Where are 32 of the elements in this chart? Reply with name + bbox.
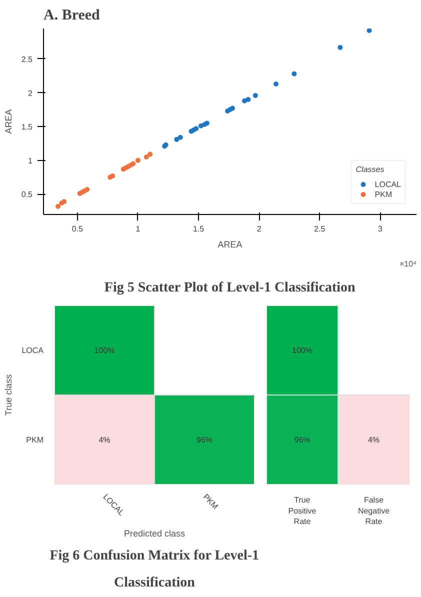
data-label: 96% [196,435,213,444]
y-tick-label: PKM [26,435,44,444]
x-tick-label: 2.5 [314,224,326,234]
data-label: 100% [292,346,312,355]
y-tick-label: 2 [28,88,34,98]
x-tick-label: 1.5 [192,224,205,234]
text: A. Breed [44,8,101,24]
x-tick-label: 2 [256,224,262,234]
legend-label: LOCAL [374,180,401,188]
legend-title: Classes [356,165,386,174]
y-axis-title: AREA [3,109,14,134]
data-label: 100% [94,346,115,355]
y-tick-label: 2.5 [21,54,34,64]
x-tick-label: False Negative Rate [358,496,390,526]
text: Fig 6 Confusion Matrix for Level-1 Classification [50,548,260,590]
text: Fig 5 Scatter Plot of Level-1 Classification [104,280,356,296]
y-tick-label: 1 [28,156,34,166]
data-label: 96% [294,435,310,444]
y-tick-label: 1.5 [21,122,34,132]
x-tick-label: 0.5 [72,224,84,234]
x-axis-title: Predicted class [124,528,186,539]
x-tick-label: 3 [378,224,383,234]
data-label: 4% [98,435,110,444]
x-tick-label: 1 [136,224,141,234]
data-label: 4% [368,435,380,444]
y-tick-label: 0.5 [21,190,34,200]
y-tick-label: LOCA [22,346,44,355]
legend-label: PKM [374,190,394,198]
y-axis-title: True class [4,374,14,416]
text: ×10⁴ [399,260,418,268]
x-axis-title: AREA [218,240,242,250]
x-tick-label: True Positive Rate [288,496,317,526]
